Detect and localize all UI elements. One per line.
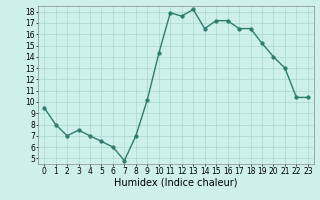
X-axis label: Humidex (Indice chaleur): Humidex (Indice chaleur)	[114, 178, 238, 188]
